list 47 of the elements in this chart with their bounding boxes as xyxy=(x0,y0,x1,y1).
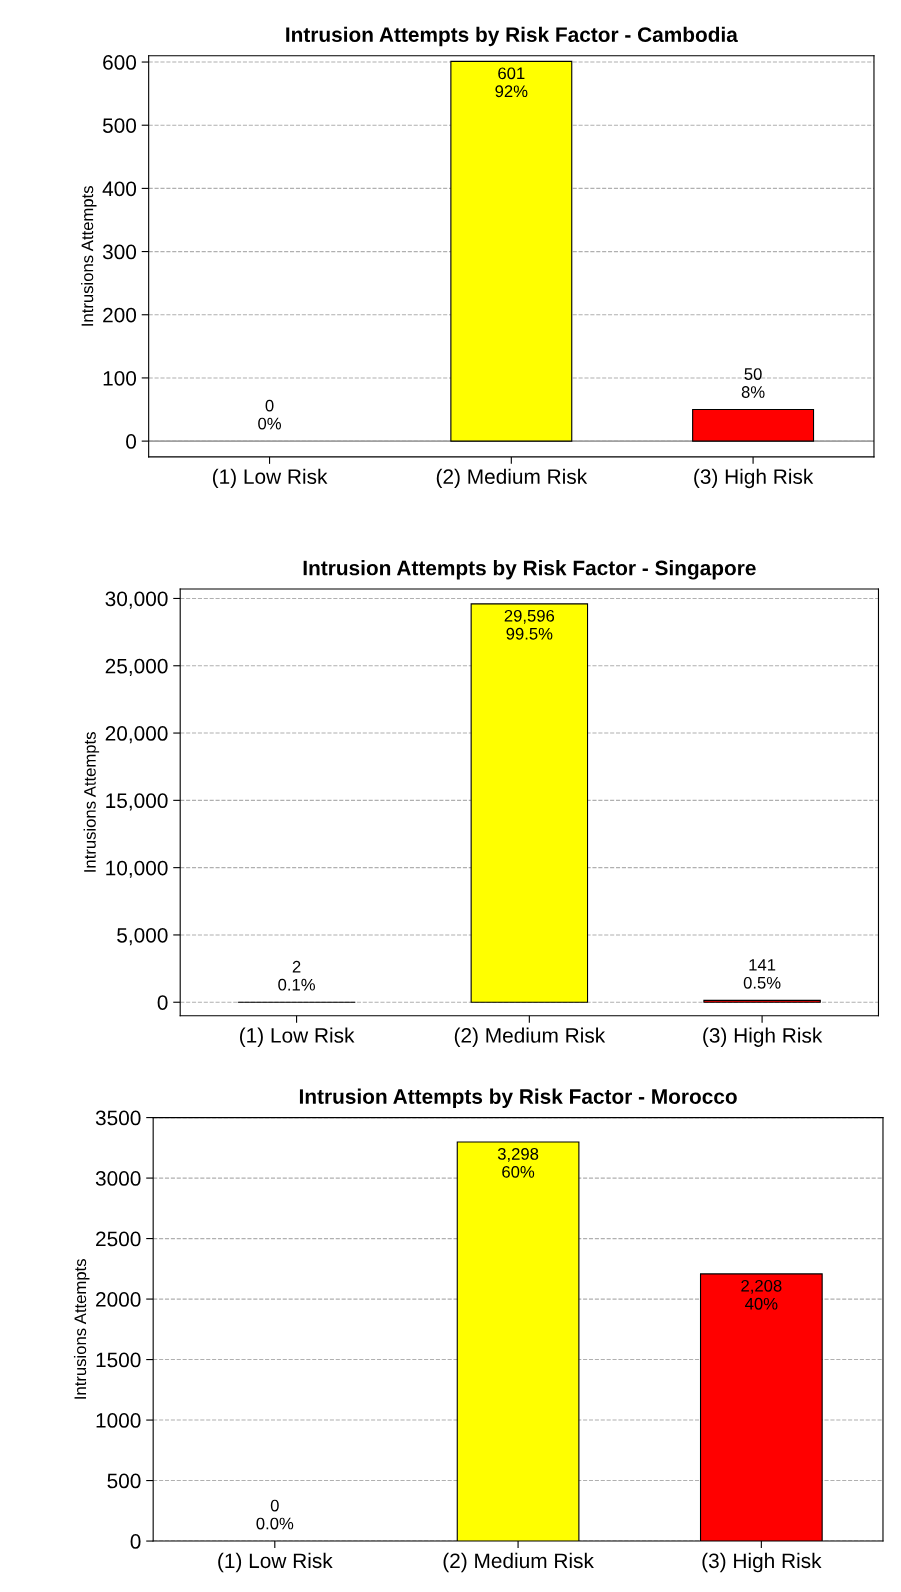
y-tick-label: 30,000 xyxy=(105,591,168,609)
y-tick-label: 1500 xyxy=(96,1352,141,1368)
y-tick-label: 0 xyxy=(126,434,137,449)
x-tick-label: (2) Medium Risk xyxy=(436,468,588,489)
y-tick-label: 0 xyxy=(130,1534,141,1549)
chart-title: Intrusion Attempts by Risk Factor - Cambodia xyxy=(286,26,738,47)
y-tick-label: 2000 xyxy=(96,1292,141,1307)
x-tick-label: (2) Medium Risk xyxy=(443,1552,594,1573)
data-label: 29,596 99.5% xyxy=(504,609,555,640)
data-label: 2,208 40% xyxy=(741,1279,782,1310)
y-axis-title: Intrusions Attempts xyxy=(81,186,97,326)
bar xyxy=(470,603,589,1003)
data-label: 0 0.0% xyxy=(256,1499,294,1530)
data-label: 141 0.5% xyxy=(743,959,781,989)
x-tick-label: (2) Medium Risk xyxy=(454,1027,606,1047)
y-tick-label: 600 xyxy=(103,55,137,70)
data-label: 3,298 60% xyxy=(497,1148,539,1178)
y-tick-label: 3500 xyxy=(95,1110,141,1126)
data-label: 0 0% xyxy=(258,399,281,430)
data-label: 601 92% xyxy=(495,67,528,98)
y-tick-label: 500 xyxy=(102,118,137,133)
chart-title: Intrusion Attempts by Risk Factor - Morocco xyxy=(299,1088,737,1109)
y-tick-label: 20,000 xyxy=(105,726,168,744)
y-tick-label: 500 xyxy=(107,1473,141,1489)
x-tick-label: (3) High Risk xyxy=(702,1552,822,1573)
x-tick-label: (1) Low Risk xyxy=(218,1552,333,1573)
data-label: 50 8% xyxy=(741,368,765,398)
chart-title: Intrusion Attempts by Risk Factor - Singapore xyxy=(303,560,756,580)
y-tick-label: 1000 xyxy=(96,1413,141,1428)
x-tick-label: (1) Low Risk xyxy=(239,1027,355,1047)
y-tick-label: 5,000 xyxy=(117,927,168,946)
y-tick-label: 2500 xyxy=(96,1231,141,1247)
x-tick-label: (1) Low Risk xyxy=(212,468,328,489)
y-tick-label: 25,000 xyxy=(105,658,168,676)
x-tick-label: (3) High Risk xyxy=(694,468,814,489)
y-tick-label: 100 xyxy=(103,370,137,386)
y-tick-label: 400 xyxy=(102,181,137,197)
y-tick-label: 3000 xyxy=(95,1171,141,1186)
data-label: 2 0.1% xyxy=(278,960,315,991)
x-tick-label: (3) High Risk xyxy=(703,1027,823,1047)
y-tick-label: 10,000 xyxy=(106,860,168,878)
y-tick-label: 15,000 xyxy=(106,793,168,811)
y-axis-title: Intrusions Attempts xyxy=(83,732,100,872)
y-tick-label: 0 xyxy=(157,995,168,1010)
y-tick-label: 300 xyxy=(102,244,137,260)
y-axis-title: Intrusions Attempts xyxy=(73,1259,90,1399)
y-tick-label: 200 xyxy=(103,307,137,323)
